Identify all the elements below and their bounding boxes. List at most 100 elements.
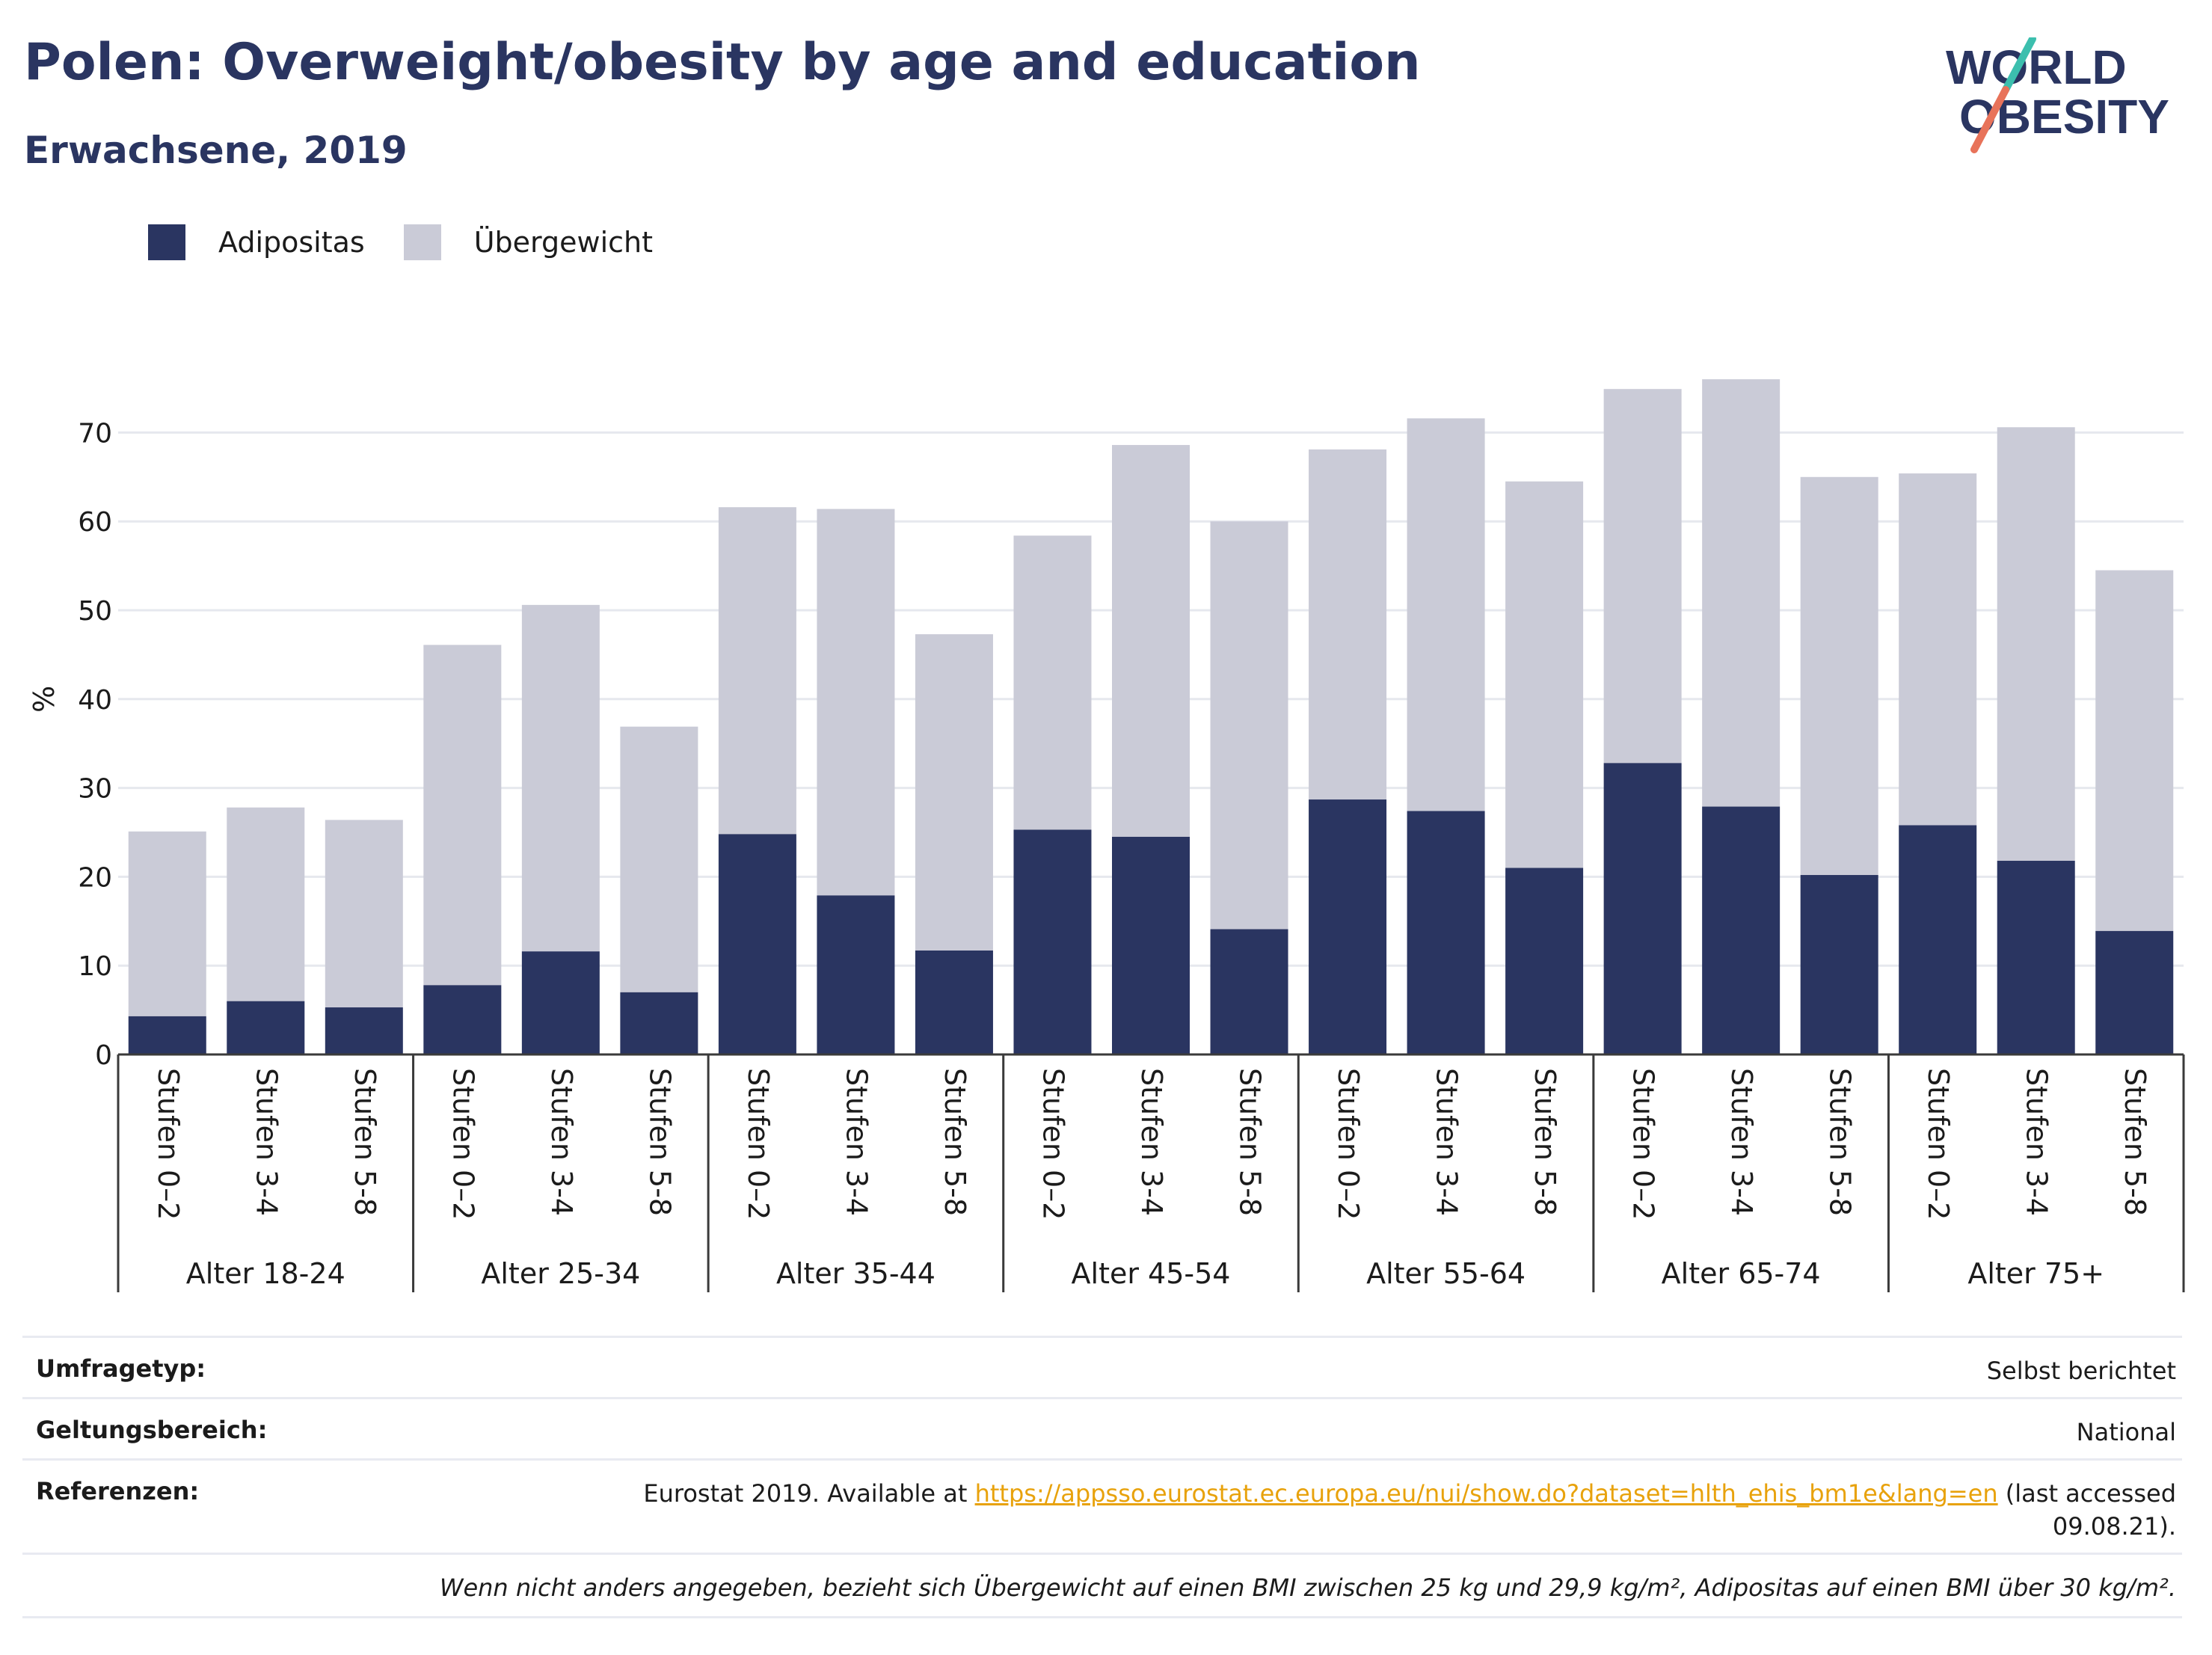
y-tick-label: 50 [78, 596, 112, 627]
legend-label-uebergewicht: Übergewicht [473, 226, 653, 259]
x-tick-label: Stufen 3-4 [1725, 1068, 1758, 1216]
x-group-label: Alter 75+ [1967, 1257, 2104, 1290]
bar-uebergewicht [1997, 427, 2075, 862]
bar-uebergewicht [1702, 379, 1781, 807]
bar-uebergewicht [1112, 445, 1190, 837]
bar-adipositas [1309, 799, 1387, 1054]
page-title: Polen: Overweight/obesity by age and edu… [24, 33, 1421, 92]
meta-label-survey-type: Umfragetyp: [36, 1354, 206, 1383]
y-tick-label: 10 [78, 951, 112, 982]
page-subtitle: Erwachsene, 2019 [24, 129, 408, 172]
bar-uebergewicht [1505, 481, 1584, 868]
y-tick-label: 40 [78, 685, 112, 716]
bar-uebergewicht [1800, 476, 1878, 876]
bar-uebergewicht [817, 509, 895, 896]
bar-uebergewicht [2095, 570, 2174, 931]
meta-row-references: Referenzen: Eurostat 2019. Available at … [22, 1458, 2182, 1555]
x-tick-label: Stufen 5-8 [348, 1068, 381, 1216]
y-axis-label: % [28, 686, 61, 713]
bar-adipositas [1702, 806, 1781, 1054]
x-tick-label: Stufen 5-8 [643, 1068, 676, 1216]
x-tick-label: Stufen 0–2 [1036, 1068, 1069, 1220]
bar-adipositas [128, 1016, 206, 1054]
bar-uebergewicht [1407, 418, 1485, 811]
bar-adipositas [1013, 829, 1092, 1054]
bar-uebergewicht [325, 820, 403, 1008]
bar-adipositas [1603, 763, 1682, 1054]
meta-row-coverage: Geltungsbereich: National [22, 1397, 2182, 1461]
y-tick-label: 30 [78, 774, 112, 805]
bar-adipositas [1997, 861, 2075, 1054]
bar-uebergewicht [620, 726, 698, 992]
bar-uebergewicht [718, 507, 796, 835]
x-tick-label: Stufen 3-4 [545, 1068, 578, 1216]
meta-row-footnote: Wenn nicht anders angegeben, bezieht sic… [22, 1553, 2182, 1618]
bar-adipositas [521, 951, 600, 1054]
legend-swatch-adipositas [148, 224, 185, 260]
meta-value-coverage: National [2076, 1418, 2176, 1446]
bar-adipositas [2095, 930, 2174, 1054]
x-tick-label: Stufen 3-4 [250, 1068, 283, 1216]
legend-label-adipositas: Adipositas [218, 226, 365, 259]
x-tick-label: Stufen 5-8 [1824, 1068, 1857, 1216]
x-group-label: Alter 55-64 [1366, 1257, 1526, 1290]
x-tick-label: Stufen 0–2 [1922, 1068, 1955, 1220]
references-prefix: Eurostat 2019. Available at [643, 1479, 975, 1508]
x-tick-label: Stufen 3-4 [840, 1068, 873, 1216]
meta-value-references: Eurostat 2019. Available at https://apps… [643, 1477, 2176, 1543]
x-tick-label: Stufen 5-8 [1529, 1068, 1561, 1216]
legend-item-adipositas[interactable]: Adipositas [148, 224, 365, 260]
meta-row-survey-type: Umfragetyp: Selbst berichtet [22, 1336, 2182, 1399]
x-tick-label: Stufen 3-4 [2021, 1068, 2053, 1216]
x-tick-label: Stufen 5-8 [938, 1068, 971, 1216]
footnote: Wenn nicht anders angegeben, bezieht sic… [439, 1573, 2176, 1602]
x-tick-label: Stufen 0–2 [446, 1068, 479, 1220]
bar-uebergewicht [1309, 449, 1387, 800]
legend-swatch-uebergewicht [403, 224, 441, 260]
bar-uebergewicht [227, 807, 305, 1001]
references-link[interactable]: https://appsso.eurostat.ec.europa.eu/nui… [974, 1479, 1998, 1508]
bar-adipositas [718, 834, 796, 1054]
x-tick-label: Stufen 0–2 [742, 1068, 775, 1220]
bar-adipositas [1407, 811, 1485, 1054]
bar-uebergewicht [1210, 521, 1288, 930]
y-tick-label: 20 [78, 862, 112, 893]
legend-item-uebergewicht[interactable]: Übergewicht [403, 224, 653, 260]
y-tick-label: 70 [78, 418, 112, 449]
chart-legend: Adipositas Übergewicht [148, 223, 692, 262]
logo-slash-red [1970, 86, 2009, 153]
logo-slash-teal [2002, 37, 2036, 93]
bar-adipositas [1800, 875, 1878, 1054]
meta-value-survey-type: Selbst berichtet [1986, 1357, 2176, 1385]
bar-adipositas [817, 895, 895, 1054]
bar-uebergewicht [128, 831, 206, 1016]
bar-adipositas [915, 951, 993, 1054]
x-tick-label: Stufen 5-8 [2119, 1068, 2151, 1216]
bar-adipositas [423, 985, 502, 1054]
bar-uebergewicht [1013, 535, 1092, 830]
bar-uebergewicht [1603, 389, 1682, 764]
x-tick-label: Stufen 5-8 [1234, 1068, 1267, 1216]
x-tick-label: Stufen 0–2 [1627, 1068, 1660, 1220]
bar-adipositas [1112, 836, 1190, 1054]
x-group-label: Alter 25-34 [481, 1257, 640, 1290]
logo-line1: WORLD [1946, 40, 2127, 94]
x-tick-label: Stufen 0–2 [1332, 1068, 1365, 1220]
bar-uebergewicht [423, 645, 502, 986]
bar-adipositas [227, 1001, 305, 1054]
world-obesity-logo: WORLD OBESITY [1946, 37, 2169, 153]
bar-uebergewicht [521, 604, 600, 952]
x-group-label: Alter 18-24 [186, 1257, 345, 1290]
y-tick-label: 0 [95, 1040, 112, 1071]
x-group-label: Alter 35-44 [776, 1257, 936, 1290]
bar-adipositas [620, 992, 698, 1054]
x-group-label: Alter 45-54 [1072, 1257, 1231, 1290]
y-tick-label: 60 [78, 507, 112, 538]
bar-uebergewicht [1899, 473, 1977, 826]
x-tick-label: Stufen 3-4 [1135, 1068, 1168, 1216]
references-suffix: (last accessed [1997, 1479, 2176, 1508]
x-tick-label: Stufen 3-4 [1431, 1068, 1463, 1216]
meta-label-coverage: Geltungsbereich: [36, 1416, 268, 1444]
meta-label-references: Referenzen: [36, 1477, 200, 1505]
references-suffix2: 09.08.21). [2052, 1512, 2176, 1541]
